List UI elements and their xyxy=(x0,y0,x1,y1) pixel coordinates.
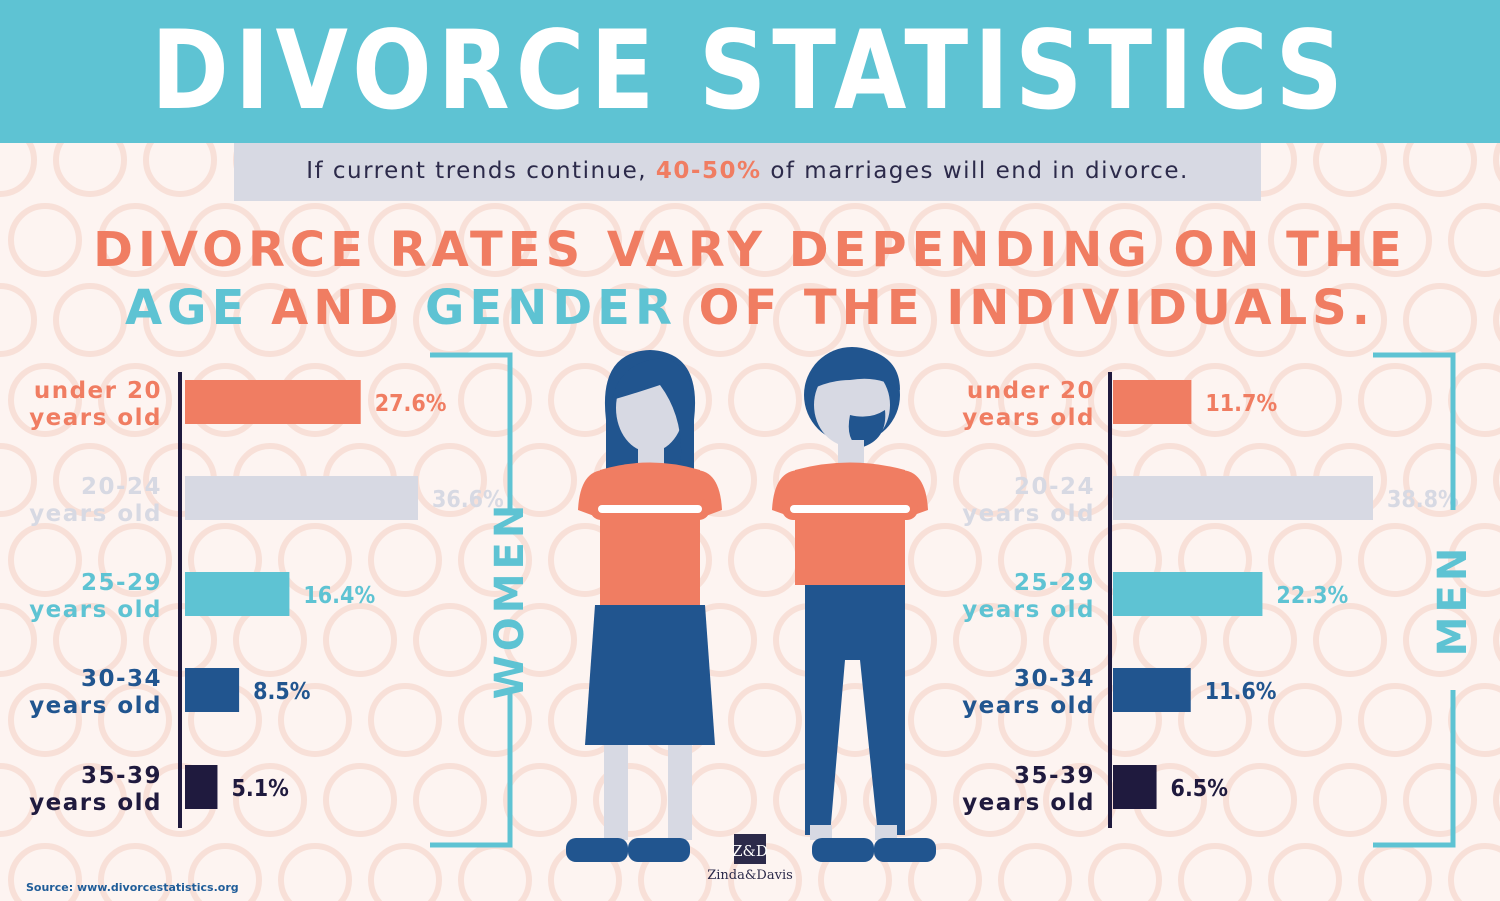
data-label: 36.6% xyxy=(432,487,504,513)
headline-gender: GENDER xyxy=(424,280,677,336)
data-label: 11.6% xyxy=(1205,679,1277,705)
series-bracket xyxy=(1373,352,1456,848)
bar xyxy=(185,668,240,712)
data-label: 5.1% xyxy=(231,776,289,802)
category-label: 35-39 xyxy=(81,763,162,789)
category-label: 20-24 xyxy=(1014,474,1095,500)
category-label: years old xyxy=(29,405,162,431)
category-label: 25-29 xyxy=(81,570,162,596)
category-label: years old xyxy=(29,597,162,623)
page-title: DIVORCE STATISTICS xyxy=(151,5,1349,135)
bar xyxy=(1113,668,1191,712)
man-figure-icon xyxy=(772,347,936,862)
data-label: 22.3% xyxy=(1276,583,1348,609)
series-label: WOMEN xyxy=(487,501,533,700)
headline-rest: OF THE INDIVIDUALS. xyxy=(676,280,1375,336)
category-label: years old xyxy=(962,405,1095,431)
category-label: 35-39 xyxy=(1014,763,1095,789)
data-label: 11.7% xyxy=(1205,391,1277,417)
category-label: years old xyxy=(29,693,162,719)
category-label: under 20 xyxy=(34,378,162,404)
series-bracket xyxy=(430,352,513,848)
headline-line-1: DIVORCE RATES VARY DEPENDING ON THE xyxy=(93,222,1407,278)
bar xyxy=(185,572,290,616)
bar xyxy=(185,765,218,809)
trend-statement: If current trends continue, 40-50% of ma… xyxy=(234,156,1261,186)
series-label: MEN xyxy=(1430,544,1476,657)
headline-age: AGE xyxy=(125,280,250,336)
category-label: 30-34 xyxy=(1014,666,1095,692)
category-label: 20-24 xyxy=(81,474,162,500)
source-note: Source: www.divorcestatistics.org xyxy=(26,881,239,894)
category-label: under 20 xyxy=(967,378,1095,404)
category-label: years old xyxy=(962,790,1095,816)
category-label: years old xyxy=(962,693,1095,719)
data-label: 8.5% xyxy=(253,679,311,705)
data-label: 27.6% xyxy=(375,391,447,417)
woman-figure-icon xyxy=(566,350,722,862)
data-label: 16.4% xyxy=(303,583,375,609)
bar xyxy=(1113,572,1263,616)
category-label: years old xyxy=(962,597,1095,623)
category-label: 25-29 xyxy=(1014,570,1095,596)
trend-before: If current trends continue, xyxy=(306,158,656,184)
category-label: 30-34 xyxy=(81,666,162,692)
logo-mark-text: Z&D xyxy=(732,842,768,860)
category-label: years old xyxy=(29,790,162,816)
headline-line-2: AGE AND GENDER OF THE INDIVIDUALS. xyxy=(0,280,1500,336)
trend-box xyxy=(234,143,1261,201)
bar xyxy=(1113,476,1373,520)
headline-and: AND xyxy=(249,280,425,336)
bar xyxy=(1113,380,1192,424)
bar xyxy=(1113,765,1157,809)
data-label: 38.8% xyxy=(1387,487,1459,513)
category-label: years old xyxy=(29,501,162,527)
bar xyxy=(185,380,361,424)
brand-name: Zinda&Davis xyxy=(707,868,793,883)
header-band xyxy=(0,0,1500,143)
category-label: years old xyxy=(962,501,1095,527)
zd-logo-icon: Z&D xyxy=(732,834,768,864)
trend-after: of marriages will end in divorce. xyxy=(761,158,1189,184)
bar xyxy=(185,476,418,520)
data-label: 6.5% xyxy=(1171,776,1229,802)
trend-highlight: 40-50% xyxy=(655,158,762,184)
